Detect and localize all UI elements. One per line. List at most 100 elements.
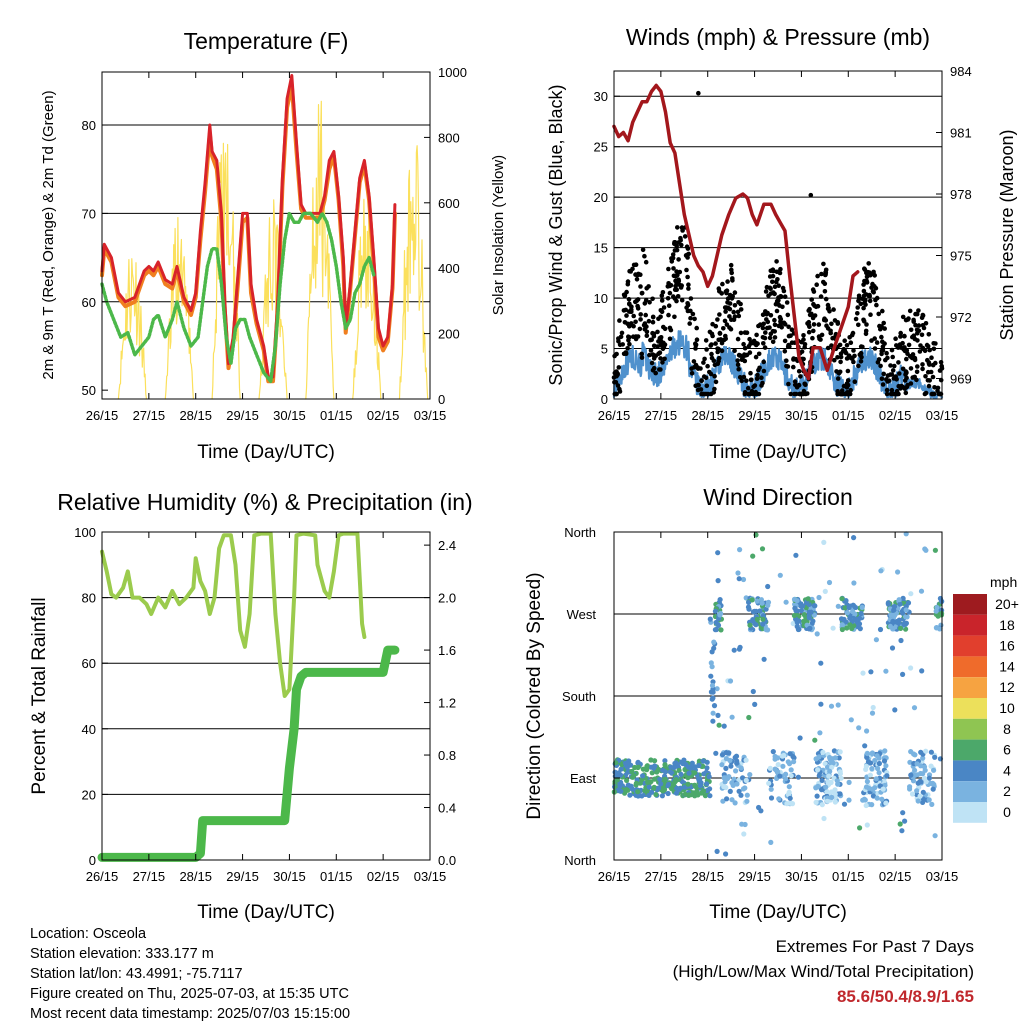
direction-point — [821, 815, 827, 822]
gust-point — [766, 293, 771, 299]
gust-point — [801, 333, 806, 338]
gust-point — [713, 379, 719, 385]
gust-point — [792, 379, 798, 384]
solar-y2-label: Solar Insolation (Yellow) — [490, 155, 507, 315]
gust-point — [771, 268, 776, 274]
gust-point — [642, 253, 647, 259]
gust-point — [660, 290, 666, 295]
direction-point — [768, 795, 775, 801]
legend-swatch — [953, 594, 987, 615]
gust-point — [778, 316, 784, 322]
direction-point — [765, 627, 771, 633]
gust-point — [925, 369, 931, 375]
gust-point — [728, 262, 734, 268]
gust-point — [643, 312, 648, 318]
direction-point — [864, 822, 870, 828]
direction-point — [651, 784, 657, 791]
gust-point — [724, 305, 729, 310]
x-tick-label: 02/15 — [367, 408, 400, 423]
direction-point — [743, 777, 749, 784]
direction-point — [836, 755, 842, 761]
x-tick-label: 03/15 — [926, 408, 959, 423]
x-tick-label: 02/15 — [367, 869, 400, 884]
gust-point — [786, 324, 791, 330]
direction-point — [617, 783, 623, 789]
gust-point — [748, 370, 753, 376]
gust-point — [892, 363, 897, 369]
gust-point — [760, 325, 766, 331]
y-tick-label: 80 — [82, 118, 96, 133]
gust-point — [613, 380, 619, 385]
direction-point — [791, 612, 798, 619]
winds-title: Winds (mph) & Pressure (mb) — [626, 24, 930, 50]
y2-tick-label: 200 — [438, 327, 460, 342]
gust-point — [674, 298, 679, 304]
gust-point — [666, 266, 671, 272]
x-tick-label: 02/15 — [879, 408, 912, 423]
direction-point — [868, 669, 874, 675]
gust-point — [694, 337, 700, 343]
y-tick-label: North — [564, 525, 596, 540]
gust-point — [746, 344, 752, 349]
direction-point — [821, 539, 827, 546]
gust-point — [802, 342, 808, 347]
gust-point — [915, 364, 920, 369]
gust-point — [767, 285, 773, 291]
gust-point — [672, 240, 677, 245]
legend-swatch — [953, 760, 987, 782]
direction-point — [869, 786, 876, 792]
direction-point — [618, 788, 624, 794]
gust-point — [699, 378, 704, 384]
direction-point — [662, 762, 668, 768]
gust-point — [735, 358, 740, 363]
gust-point — [884, 350, 889, 356]
direction-point — [709, 649, 715, 655]
direction-point — [846, 779, 852, 786]
gust-point — [897, 371, 902, 376]
gust-point — [757, 365, 762, 371]
humidity-x-ticks: 26/15 27/15 28/15 29/15 30/15 01/15 02/15 03/15 — [86, 532, 446, 884]
direction-point — [706, 774, 712, 780]
gust-point — [641, 322, 647, 328]
gust-point — [736, 366, 741, 372]
gust-point — [761, 359, 766, 365]
direction-point — [844, 625, 850, 631]
gust-point — [651, 343, 657, 349]
extremes-title: Extremes For Past 7 Days — [775, 937, 974, 956]
gust-point — [742, 352, 747, 357]
gust-point — [832, 318, 838, 323]
winds-pressure-panel: Winds (mph) & Pressure (mb) 0 5 10 15 20 25 30… — [546, 24, 1017, 463]
gust-point — [689, 371, 695, 376]
direction-point — [860, 670, 866, 676]
gust-point — [912, 355, 918, 361]
gust-point — [811, 301, 816, 307]
extremes-values: 85.6/50.4/8.9/1.65 — [836, 987, 974, 1006]
gust-point — [671, 273, 677, 279]
gust-point — [786, 381, 791, 387]
direction-point — [717, 597, 723, 603]
direction-point — [644, 767, 650, 773]
direction-point — [723, 765, 729, 772]
gust-point — [831, 307, 836, 312]
x-tick-label: 28/15 — [179, 408, 212, 423]
direction-point — [716, 722, 722, 728]
gust-point — [930, 374, 936, 380]
info-location: Location: Osceola — [30, 926, 147, 942]
direction-point — [726, 750, 732, 756]
direction-point — [918, 770, 924, 777]
info-elevation: Station elevation: 333.177 m — [30, 946, 214, 962]
humidity-plot-frame — [101, 531, 431, 861]
direction-point — [801, 612, 807, 618]
direction-point — [815, 767, 821, 773]
gust-point — [931, 346, 937, 352]
direction-point — [864, 728, 870, 734]
gust-max-point — [696, 90, 701, 96]
x-tick-label: 30/15 — [785, 869, 818, 884]
direction-point — [932, 833, 938, 839]
gust-point — [816, 322, 822, 327]
direction-point — [659, 793, 666, 799]
gust-point — [858, 344, 864, 349]
gust-point — [931, 341, 936, 346]
gust-point — [869, 338, 874, 343]
extremes-box: Extremes For Past 7 Days (High/Low/Max W… — [673, 934, 974, 1009]
